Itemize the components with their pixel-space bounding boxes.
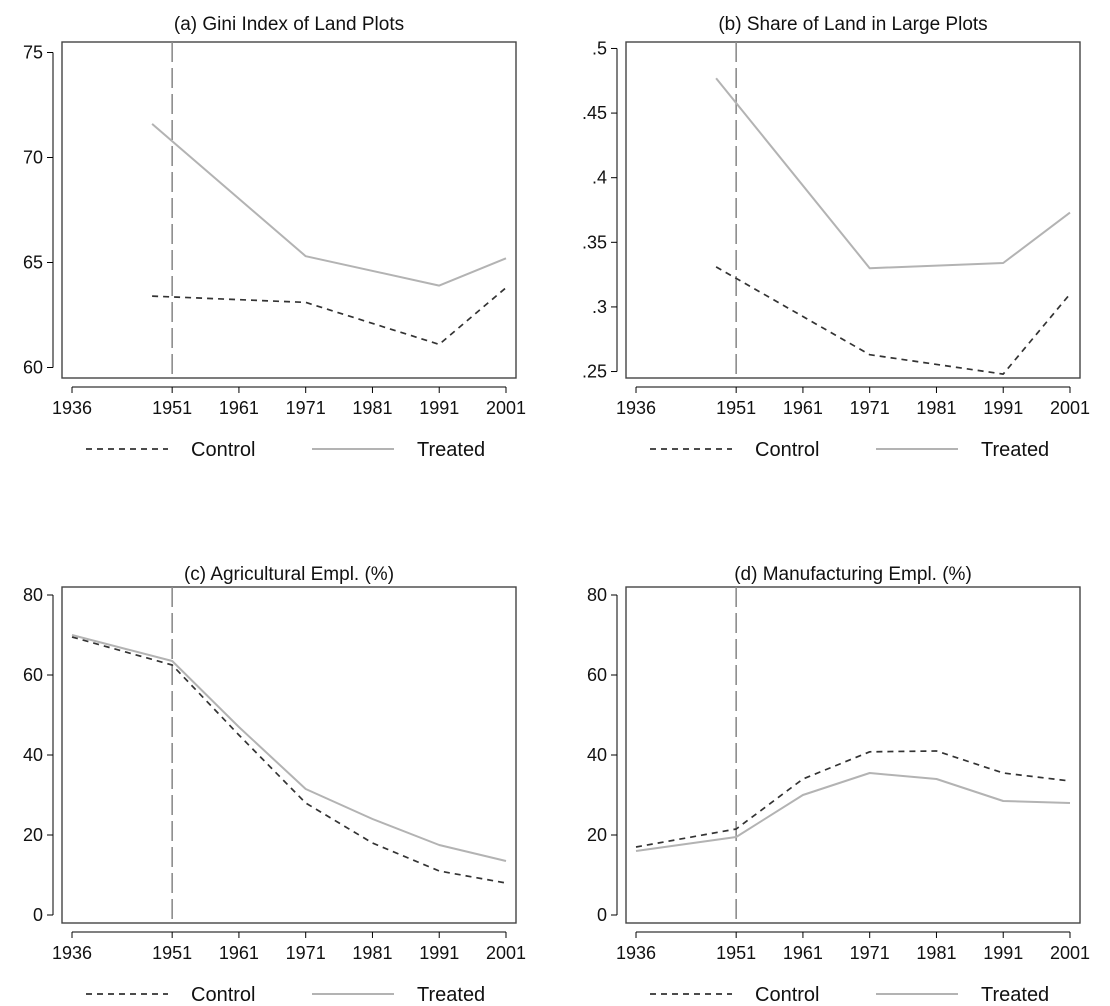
x-tick-label: 2001 [1050,943,1090,963]
legend-label-treated: Treated [417,984,485,1006]
panel-title: (c) Agricultural Empl. (%) [184,564,394,585]
y-tick-label: 0 [33,905,43,925]
y-tick-label: 80 [23,585,43,605]
x-tick-label: 1951 [716,943,756,963]
y-tick-label: 70 [23,148,43,168]
series-line-treated [71,634,507,862]
legend-label-control: Control [755,984,819,1006]
x-tick-label: 1981 [916,943,956,963]
x-tick-label: 1991 [419,943,459,963]
panel-a: (a) Gini Index of Land Plots 60 65 70 75 1936… [23,14,526,461]
y-tick-label: 60 [23,665,43,685]
x-tick-label: 1951 [152,943,192,963]
y-axis: .25 .3 .35 .4 .45 .5 [582,38,618,382]
x-tick-label: 1961 [783,943,823,963]
y-tick-label: 60 [23,358,43,378]
legend-label-treated: Treated [981,984,1049,1006]
y-axis: 0 20 40 60 80 [23,585,54,925]
legend-label-treated: Treated [417,439,485,461]
y-tick-label: 60 [587,665,607,685]
legend: Control Treated [86,984,485,1006]
plot-frame [61,41,517,379]
legend: Control Treated [86,439,485,461]
y-tick-label: 20 [587,825,607,845]
x-tick-label: 1951 [152,398,192,418]
series-line-control [152,287,507,346]
y-tick-label: .4 [592,168,607,188]
x-tick-label: 2001 [486,398,526,418]
x-tick-label: 1971 [850,943,890,963]
y-tick-label: .3 [592,297,607,317]
x-tick-label: 1936 [52,943,92,963]
x-tick-label: 1971 [286,943,326,963]
legend-label-control: Control [191,984,255,1006]
x-tick-label: 1981 [916,398,956,418]
y-tick-label: .5 [592,38,607,58]
x-tick-label: 1936 [616,943,656,963]
series-line-control [715,266,1071,375]
x-axis: 1936 1951 1961 1971 1981 1991 2001 [52,931,526,963]
series-line-control [71,636,507,884]
x-tick-label: 1936 [52,398,92,418]
x-axis: 1936 1951 1961 1971 1981 1991 2001 [616,386,1090,418]
x-tick-label: 1991 [983,943,1023,963]
plot-frame [625,586,1081,924]
plot-frame [61,586,517,924]
y-tick-label: 0 [597,905,607,925]
y-tick-label: 20 [23,825,43,845]
legend-label-treated: Treated [981,439,1049,461]
x-axis: 1936 1951 1961 1971 1981 1991 2001 [52,386,526,418]
series-line-treated [151,123,507,287]
y-tick-label: 75 [23,43,43,63]
x-tick-label: 1971 [286,398,326,418]
x-tick-label: 1961 [219,398,259,418]
x-tick-label: 1981 [352,943,392,963]
x-tick-label: 1936 [616,398,656,418]
x-tick-label: 2001 [486,943,526,963]
panel-title: (d) Manufacturing Empl. (%) [734,564,972,585]
y-axis: 60 65 70 75 [23,43,54,378]
x-axis: 1936 1951 1961 1971 1981 1991 2001 [616,931,1090,963]
series-line-control [635,750,1071,848]
y-axis: 0 20 40 60 80 [587,585,618,925]
x-tick-label: 1971 [850,398,890,418]
y-tick-label: .25 [582,362,607,382]
panel-d: (d) Manufacturing Empl. (%) 0 20 40 60 80 1936… [587,564,1090,1006]
x-tick-label: 2001 [1050,398,1090,418]
series-line-treated [715,77,1071,270]
y-tick-label: 65 [23,253,43,273]
x-tick-label: 1981 [352,398,392,418]
x-tick-label: 1951 [716,398,756,418]
y-tick-label: 80 [587,585,607,605]
legend-label-control: Control [755,439,819,461]
legend: Control Treated [650,439,1049,461]
series-line-treated [635,772,1071,852]
x-tick-label: 1961 [219,943,259,963]
y-tick-label: 40 [23,745,43,765]
panel-title: (a) Gini Index of Land Plots [174,14,404,35]
x-tick-label: 1991 [419,398,459,418]
x-tick-label: 1961 [783,398,823,418]
y-tick-label: 40 [587,745,607,765]
y-tick-label: .45 [582,103,607,123]
y-tick-label: .35 [582,232,607,252]
panel-b: (b) Share of Land in Large Plots .25 .3 .35… [582,14,1090,461]
legend: Control Treated [650,984,1049,1006]
legend-label-control: Control [191,439,255,461]
panel-title: (b) Share of Land in Large Plots [718,14,987,35]
x-tick-label: 1991 [983,398,1023,418]
plot-frame [625,41,1081,379]
